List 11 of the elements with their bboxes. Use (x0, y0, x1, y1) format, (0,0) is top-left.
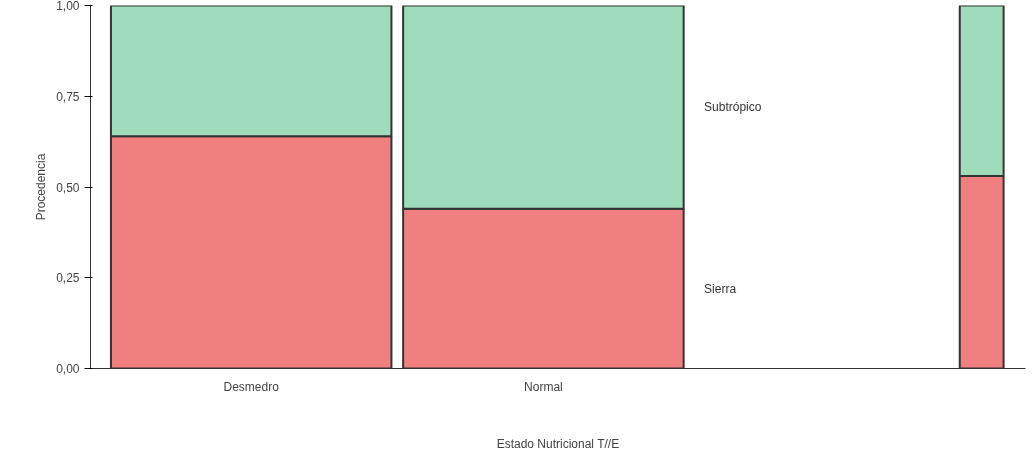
y-tick-label: 0,50 (56, 180, 80, 195)
y-tick-label: 1,00 (56, 0, 80, 13)
x-axis-title: Estado Nutricional T//E (496, 436, 620, 451)
y-axis-title: Procedencia (34, 153, 49, 221)
x-tick-label: Normal (524, 379, 563, 394)
y-tick-label: 0,25 (56, 271, 80, 286)
series-label: Subtrópico (704, 100, 762, 115)
series-label: Sierra (704, 281, 737, 296)
x-tick-label: Desmedro (223, 379, 280, 394)
y-tick-label: 0,00 (56, 362, 80, 376)
y-tick-label: 0,75 (56, 89, 80, 104)
